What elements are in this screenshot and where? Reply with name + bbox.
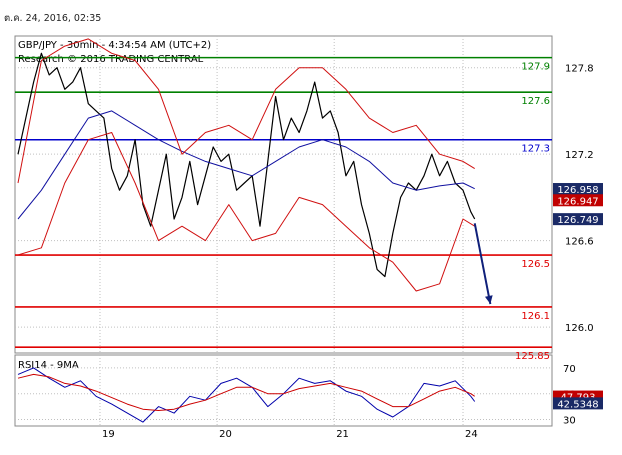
series-line-ma [17,110,475,220]
header-datetime: ต.ค. 24, 2016, 02:35 [4,13,101,24]
series-line-price [17,52,476,278]
forecast-arrow-shaft [473,223,492,305]
x-tick-label: 19 [102,429,115,440]
level-label: 126.1 [521,311,550,322]
labels-layer: 127.9127.6127.3126.5126.1125.85126.95812… [515,62,603,410]
rsi-line-rsi_ma [17,373,475,411]
y-tick-label: 126.6 [565,237,594,248]
price-tag: 126.947 [557,196,598,207]
level-label: 125.85 [515,351,550,362]
forecast-arrow-head [484,295,493,305]
level-label: 127.3 [521,144,550,155]
y-tick-label: 126.0 [565,323,594,334]
x-tick-label: 24 [465,429,478,440]
level-label: 127.9 [521,62,550,73]
series-line-bollinger_lower [17,132,475,292]
price-tag: 126.749 [557,215,598,226]
y-tick-label: 127.2 [565,150,594,161]
rsi-tick-label: 70 [563,364,576,375]
grid-layer [15,36,552,426]
chart-subtitle: Research © 2016 TRADING CENTRAL [18,54,204,65]
rsi-label: RSI14 - 9MA [18,360,79,371]
price-tag-bg [553,183,603,196]
rsi-tick-label: 30 [563,416,576,427]
level-label: 126.5 [521,259,550,270]
price-tag-bg [553,194,603,207]
price-tag-bg [553,213,603,226]
x-tick-label: 20 [219,429,232,440]
price-panel [14,35,553,354]
level-label: 127.6 [521,96,550,107]
rsi-tag-bg [553,397,603,410]
rsi-tag: 42.5348 [557,399,598,410]
price-tag: 126.958 [557,185,598,196]
x-tick-label: 21 [336,429,349,440]
series-layer [17,38,493,423]
y-tick-label: 127.8 [565,64,594,75]
series-line-bollinger_upper [17,38,475,184]
chart-title: GBP/JPY - 30min - 4:34:54 AM (UTC+2) [18,40,211,51]
